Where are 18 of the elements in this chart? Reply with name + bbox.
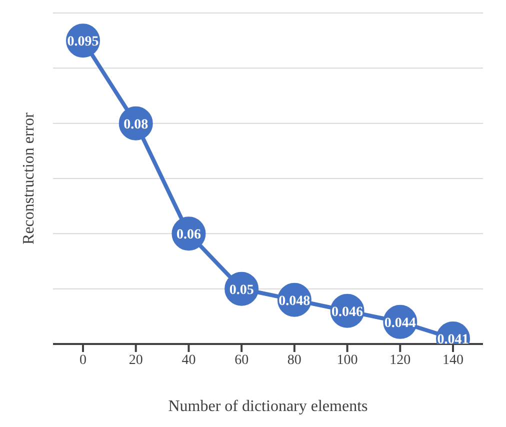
y-axis-title: Reconstruction error: [20, 112, 38, 244]
x-tick-label: 40: [182, 352, 196, 368]
x-tick-label: 100: [336, 352, 358, 368]
x-tick-label: 0: [80, 352, 86, 368]
x-tick-label: 140: [442, 352, 464, 368]
x-tick-label: 120: [390, 352, 411, 368]
x-tick-label: 60: [234, 352, 249, 368]
data-label: 0.095: [67, 34, 99, 50]
data-label: 0.08: [124, 117, 148, 132]
data-label: 0.06: [176, 228, 201, 243]
data-label: 0.05: [229, 282, 254, 298]
x-tick-label: 20: [128, 352, 143, 368]
data-label: 0.041: [437, 332, 469, 348]
data-label: 0.048: [278, 294, 310, 309]
data-label: 0.046: [332, 304, 364, 320]
x-axis-title: Number of dictionary elements: [168, 398, 368, 415]
data-label: 0.044: [384, 316, 416, 331]
x-tick-label: 80: [287, 352, 302, 368]
